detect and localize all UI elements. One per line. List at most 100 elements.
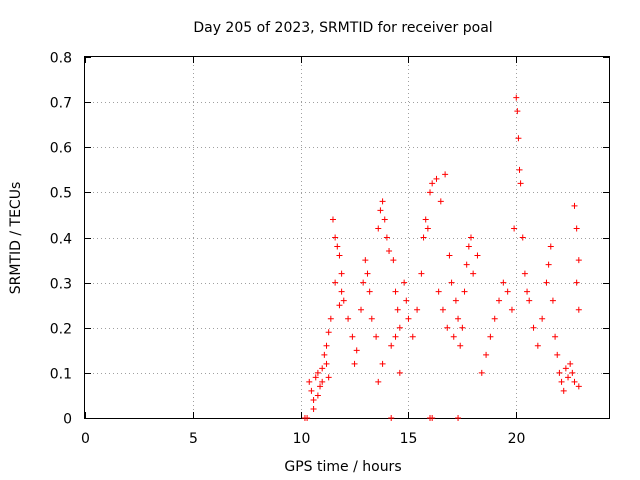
data-point xyxy=(455,315,462,322)
y-tick-label: 0.8 xyxy=(50,51,72,67)
data-point xyxy=(516,166,523,173)
data-point xyxy=(575,306,582,313)
data-point xyxy=(396,324,403,331)
x-tick-label: 15 xyxy=(400,431,418,447)
data-point xyxy=(487,333,494,340)
data-point xyxy=(422,216,429,223)
data-point xyxy=(310,405,317,412)
data-point xyxy=(396,369,403,376)
data-point xyxy=(403,297,410,304)
data-point xyxy=(429,415,436,421)
data-point xyxy=(467,234,474,241)
data-point xyxy=(310,396,317,403)
data-point xyxy=(351,360,358,367)
data-point xyxy=(366,288,373,295)
y-tick-label: 0 xyxy=(63,412,72,428)
tick-labels: 0 0.1 0.2 0.3 0.4 0.5 0.6 0.7 0.8 0 5 10 15 20 xyxy=(50,51,526,448)
data-point xyxy=(345,315,352,322)
data-point xyxy=(575,383,582,390)
data-point xyxy=(554,351,561,358)
data-point xyxy=(340,297,347,304)
data-point xyxy=(388,342,395,349)
data-point xyxy=(571,378,578,385)
data-point xyxy=(573,225,580,232)
data-point xyxy=(446,252,453,259)
data-point xyxy=(437,198,444,205)
x-tick-label: 10 xyxy=(293,431,311,447)
data-point xyxy=(439,306,446,313)
data-point xyxy=(390,257,397,264)
data-point xyxy=(329,216,336,223)
data-point xyxy=(353,347,360,354)
data-point xyxy=(511,225,518,232)
data-point xyxy=(444,324,451,331)
data-point xyxy=(547,243,554,250)
data-point xyxy=(358,306,365,313)
data-point xyxy=(459,324,466,331)
data-point xyxy=(427,189,434,196)
data-point xyxy=(338,270,345,277)
data-point xyxy=(314,392,321,399)
data-point xyxy=(556,369,563,376)
data-point xyxy=(491,315,498,322)
data-point xyxy=(306,378,313,385)
data-point xyxy=(524,288,531,295)
data-point xyxy=(478,369,485,376)
x-tick-label: 0 xyxy=(81,431,90,447)
data-point xyxy=(349,333,356,340)
data-point xyxy=(336,302,343,309)
data-point xyxy=(508,306,515,313)
data-point xyxy=(450,333,457,340)
data-point xyxy=(465,243,472,250)
data-point xyxy=(319,365,326,372)
data-point xyxy=(379,360,386,367)
data-point xyxy=(549,297,556,304)
data-point xyxy=(392,333,399,340)
data-point xyxy=(332,279,339,286)
data-point xyxy=(539,315,546,322)
data-point xyxy=(455,415,462,421)
data-point xyxy=(562,365,569,372)
data-point xyxy=(414,306,421,313)
axis-ticks xyxy=(85,57,609,419)
data-point xyxy=(569,369,576,376)
data-point xyxy=(463,261,470,268)
data-point xyxy=(381,216,388,223)
data-point xyxy=(429,180,436,187)
data-points xyxy=(301,94,582,421)
data-point xyxy=(383,234,390,241)
data-point xyxy=(534,342,541,349)
y-tick-label: 0.3 xyxy=(50,277,72,293)
data-point xyxy=(526,297,533,304)
data-point xyxy=(336,252,343,259)
chart-title: Day 205 of 2023, SRMTID for receiver poa… xyxy=(193,20,492,36)
data-point xyxy=(552,333,559,340)
data-point xyxy=(530,324,537,331)
data-point xyxy=(327,315,334,322)
data-point xyxy=(470,270,477,277)
data-point xyxy=(560,387,567,394)
y-tick-label: 0.7 xyxy=(50,96,72,112)
data-point xyxy=(379,198,386,205)
data-point xyxy=(377,207,384,214)
data-point xyxy=(424,225,431,232)
data-point xyxy=(332,234,339,241)
data-point xyxy=(317,383,324,390)
data-point xyxy=(448,279,455,286)
data-point xyxy=(500,279,507,286)
data-point xyxy=(388,415,395,421)
data-point xyxy=(543,279,550,286)
data-point xyxy=(325,374,332,381)
data-point xyxy=(567,360,574,367)
data-point xyxy=(435,288,442,295)
data-point xyxy=(323,360,330,367)
data-point xyxy=(573,279,580,286)
y-tick-label: 0.5 xyxy=(50,186,72,202)
data-point xyxy=(558,378,565,385)
data-point xyxy=(373,333,380,340)
data-point xyxy=(386,248,393,255)
data-point xyxy=(433,175,440,182)
data-point xyxy=(405,315,412,322)
data-point xyxy=(401,279,408,286)
y-tick-label: 0.6 xyxy=(50,141,72,157)
